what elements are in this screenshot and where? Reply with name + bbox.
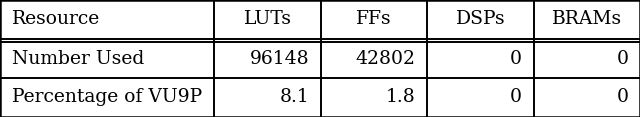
Text: Number Used: Number Used xyxy=(12,49,144,68)
Text: 42802: 42802 xyxy=(356,49,416,68)
Text: 0: 0 xyxy=(616,49,628,68)
Text: FFs: FFs xyxy=(356,11,392,29)
Text: Resource: Resource xyxy=(12,11,100,29)
Text: 0: 0 xyxy=(510,88,522,106)
Text: Percentage of VU9P: Percentage of VU9P xyxy=(12,88,202,106)
Text: 1.8: 1.8 xyxy=(386,88,416,106)
Text: 8.1: 8.1 xyxy=(280,88,309,106)
Text: BRAMs: BRAMs xyxy=(552,11,622,29)
Text: 0: 0 xyxy=(616,88,628,106)
Text: DSPs: DSPs xyxy=(456,11,505,29)
Text: LUTs: LUTs xyxy=(244,11,292,29)
Text: 96148: 96148 xyxy=(250,49,309,68)
Text: 0: 0 xyxy=(510,49,522,68)
